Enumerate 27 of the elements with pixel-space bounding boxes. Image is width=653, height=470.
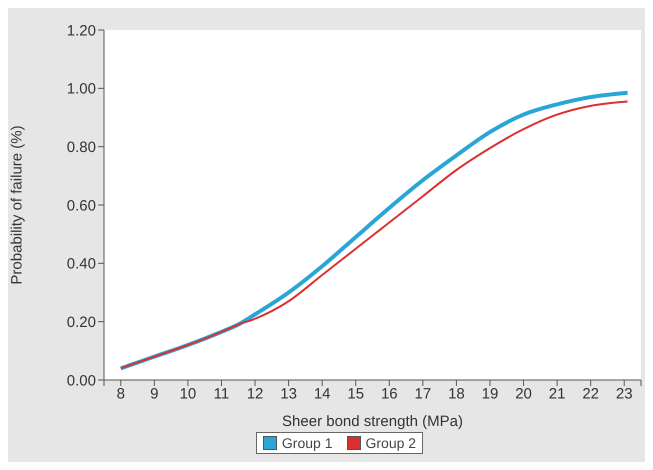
x-tick-label: 8 [116,386,125,403]
x-tick-label: 21 [548,386,566,403]
y-tick-label: 0.60 [66,197,96,214]
x-tick-label: 16 [380,386,398,403]
legend-label: Group 1 [280,435,332,451]
y-tick-label: 1.20 [66,22,96,40]
x-tick-label: 12 [246,386,264,403]
x-tick-label: 18 [448,386,465,403]
legend-label: Group 2 [364,435,416,451]
y-tick-label: 0.40 [66,256,96,273]
y-tick-label: 0.80 [66,138,96,156]
x-tick-label: 13 [280,386,297,403]
x-tick-label: 15 [347,386,364,403]
y-tick-label: 1.00 [66,80,96,98]
x-tick-label: 17 [414,386,432,403]
x-tick-label: 23 [616,386,633,403]
x-tick-label: 20 [515,386,532,403]
x-tick-label: 14 [314,386,330,403]
x-axis-title: Sheer bond strength (MPa) [282,413,463,430]
x-tick-label: 9 [150,386,159,403]
x-tick-label: 19 [482,386,498,403]
y-axis-title: Probability of failure (%) [8,125,26,285]
x-tick-label: 11 [214,386,230,403]
y-tick-label: 0.20 [66,314,96,331]
x-tick-label: 10 [180,386,196,403]
x-tick-label: 22 [582,386,599,403]
y-tick-label: 0.00 [66,372,96,390]
